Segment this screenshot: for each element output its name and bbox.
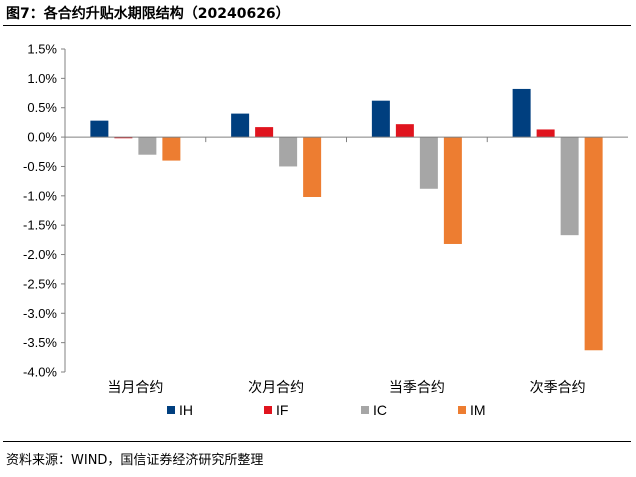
bar-ic-3 [419, 137, 438, 189]
bar-ih-2 [231, 113, 250, 138]
y-tick-label: -1.0% [23, 188, 57, 203]
bar-ic-2 [279, 137, 298, 167]
x-category-label: 次季合约 [530, 380, 586, 396]
legend-label-if: IF [276, 402, 288, 418]
bar-if-2 [255, 127, 274, 138]
y-tick-label: 0.5% [27, 100, 57, 115]
bar-ih-1 [90, 120, 109, 138]
source-divider [3, 441, 631, 442]
x-category-label: 当月合约 [107, 380, 163, 396]
legend-label-im: IM [470, 402, 486, 418]
y-tick-label: 0.0% [27, 130, 57, 145]
source-note: 资料来源：WIND，国信证券经济研究所整理 [6, 453, 264, 468]
x-category-label: 次月合约 [248, 380, 304, 396]
y-axis: 1.5% 1.0% 0.5% 0.0% -0.5% -1.0% -1.5% -2.0% -2.5… [23, 42, 66, 380]
bar-ih-3 [371, 100, 390, 138]
bar-ih-4 [512, 88, 531, 138]
y-tick-label: -3.0% [23, 306, 57, 321]
legend-swatch-im [458, 406, 466, 414]
y-tick-label: 1.5% [27, 42, 57, 57]
bar-im-4 [584, 137, 603, 351]
bars [90, 88, 603, 351]
bar-if-1 [114, 137, 133, 139]
legend-label-ih: IH [179, 402, 193, 418]
bar-if-4 [536, 129, 555, 138]
bar-im-3 [443, 137, 462, 244]
title-divider [3, 25, 631, 26]
y-tick-label: -0.5% [23, 159, 57, 174]
legend-label-ic: IC [373, 402, 387, 418]
bar-if-3 [395, 124, 414, 138]
legend-swatch-if [264, 406, 272, 414]
y-tick-label: 1.0% [27, 71, 57, 86]
bar-im-1 [162, 137, 181, 161]
legend-swatch-ih [167, 406, 175, 414]
y-tick-label: -2.5% [23, 276, 57, 291]
x-category-label: 当季合约 [389, 380, 445, 396]
y-tick-label: -1.5% [23, 218, 57, 233]
x-axis: 当月合约 次月合约 当季合约 次季合约 [65, 136, 628, 396]
y-tick-label: -2.0% [23, 247, 57, 262]
y-tick-label: -3.5% [23, 335, 57, 350]
legend: IH IF IC IM [167, 402, 486, 418]
bar-im-2 [303, 137, 322, 197]
chart-title: 图7：各合约升贴水期限结构（20240626） [6, 6, 290, 22]
legend-swatch-ic [361, 406, 369, 414]
bar-ic-1 [138, 137, 157, 155]
y-tick-label: -4.0% [23, 365, 57, 380]
bar-ic-4 [560, 137, 579, 236]
bar-chart: 1.5% 1.0% 0.5% 0.0% -0.5% -1.0% -1.5% -2.0% -2.5… [23, 42, 628, 418]
